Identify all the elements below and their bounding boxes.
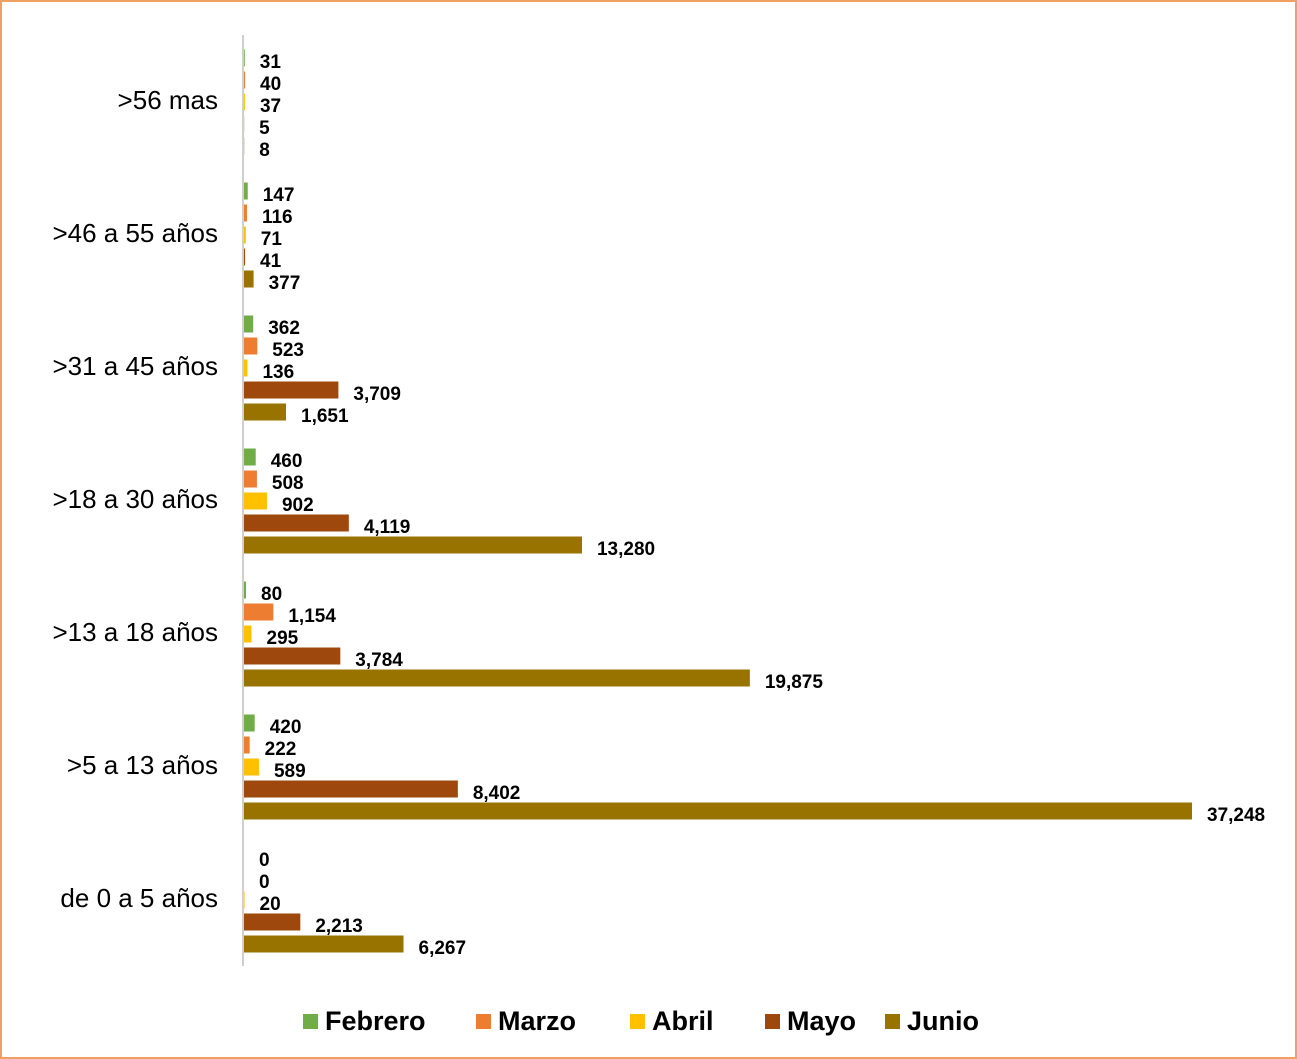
- data-label: 0: [259, 872, 270, 893]
- legend-label: Junio: [907, 1006, 979, 1036]
- legend-swatch: [630, 1014, 645, 1029]
- bar: [244, 49, 245, 67]
- data-label: 1,651: [301, 406, 349, 427]
- bar: [244, 581, 247, 599]
- bar: [244, 603, 274, 621]
- bar: [244, 182, 248, 200]
- data-label: 20: [260, 894, 281, 915]
- data-label: 37: [260, 96, 281, 117]
- bar: [244, 337, 258, 355]
- y-tick-label: >18 a 30 años: [52, 484, 218, 514]
- bar: [244, 891, 245, 909]
- bar: [244, 714, 255, 732]
- bar: [244, 448, 256, 466]
- bar: [244, 270, 254, 288]
- bar: [244, 647, 341, 665]
- legend-swatch: [885, 1014, 900, 1029]
- y-tick-label: >5 a 13 años: [67, 750, 218, 780]
- bar: [244, 536, 582, 554]
- bar: [244, 669, 750, 687]
- data-label: 19,875: [765, 672, 824, 693]
- bar: [244, 514, 349, 532]
- legend-label: Febrero: [325, 1006, 426, 1036]
- legend-label: Marzo: [498, 1006, 576, 1036]
- bar: [244, 248, 246, 266]
- bar: [244, 492, 267, 510]
- data-label: 460: [271, 451, 303, 472]
- bar: [244, 470, 257, 488]
- bar: [244, 935, 404, 953]
- data-label: 71: [261, 229, 283, 250]
- data-label: 5: [259, 118, 270, 139]
- bar: [244, 758, 259, 776]
- data-label: 3,709: [353, 384, 401, 405]
- data-label: 8: [259, 140, 270, 161]
- bar: [244, 736, 250, 754]
- bar: [244, 802, 1192, 820]
- bar: [244, 625, 252, 643]
- bar: [244, 315, 254, 333]
- y-tick-label: >13 a 18 años: [52, 617, 218, 647]
- data-label: 0: [259, 850, 270, 871]
- data-label: 1,154: [288, 606, 336, 627]
- bar: [244, 780, 458, 798]
- data-label: 902: [282, 495, 314, 516]
- data-label: 222: [265, 739, 297, 760]
- data-label: 6,267: [419, 938, 467, 959]
- bar: [244, 71, 246, 89]
- legend-label: Abril: [652, 1006, 714, 1036]
- data-label: 362: [268, 318, 300, 339]
- data-label: 40: [260, 74, 281, 95]
- bar: [244, 226, 246, 244]
- legend-swatch: [765, 1014, 780, 1029]
- data-label: 508: [272, 473, 304, 494]
- data-label: 37,248: [1207, 805, 1265, 826]
- legend-swatch: [303, 1014, 318, 1029]
- bar: [244, 359, 248, 377]
- data-label: 589: [274, 761, 306, 782]
- bar: [244, 913, 301, 931]
- data-label: 31: [260, 52, 282, 73]
- bar: [244, 93, 245, 111]
- data-label: 116: [262, 207, 293, 228]
- data-label: 2,213: [315, 916, 363, 937]
- data-label: 80: [261, 584, 282, 605]
- data-label: 136: [262, 362, 294, 383]
- data-label: 13,280: [597, 539, 655, 560]
- data-label: 8,402: [473, 783, 521, 804]
- data-label: 41: [260, 251, 282, 272]
- data-label: 4,119: [364, 517, 411, 538]
- y-tick-label: >56 mas: [118, 85, 218, 115]
- data-label: 147: [263, 185, 295, 206]
- data-label: 295: [267, 628, 299, 649]
- legend-label: Mayo: [787, 1006, 856, 1036]
- y-tick-label: >46 a 55 años: [52, 218, 218, 248]
- bar: [244, 381, 339, 399]
- data-label: 420: [270, 717, 302, 738]
- data-label: 3,784: [355, 650, 403, 671]
- data-label: 377: [269, 273, 301, 294]
- bar: [244, 403, 287, 421]
- y-tick-label: >31 a 45 años: [52, 351, 218, 381]
- legend-swatch: [476, 1014, 491, 1029]
- bar: [244, 204, 247, 222]
- y-tick-label: de 0 a 5 años: [60, 883, 218, 913]
- data-label: 523: [272, 340, 304, 361]
